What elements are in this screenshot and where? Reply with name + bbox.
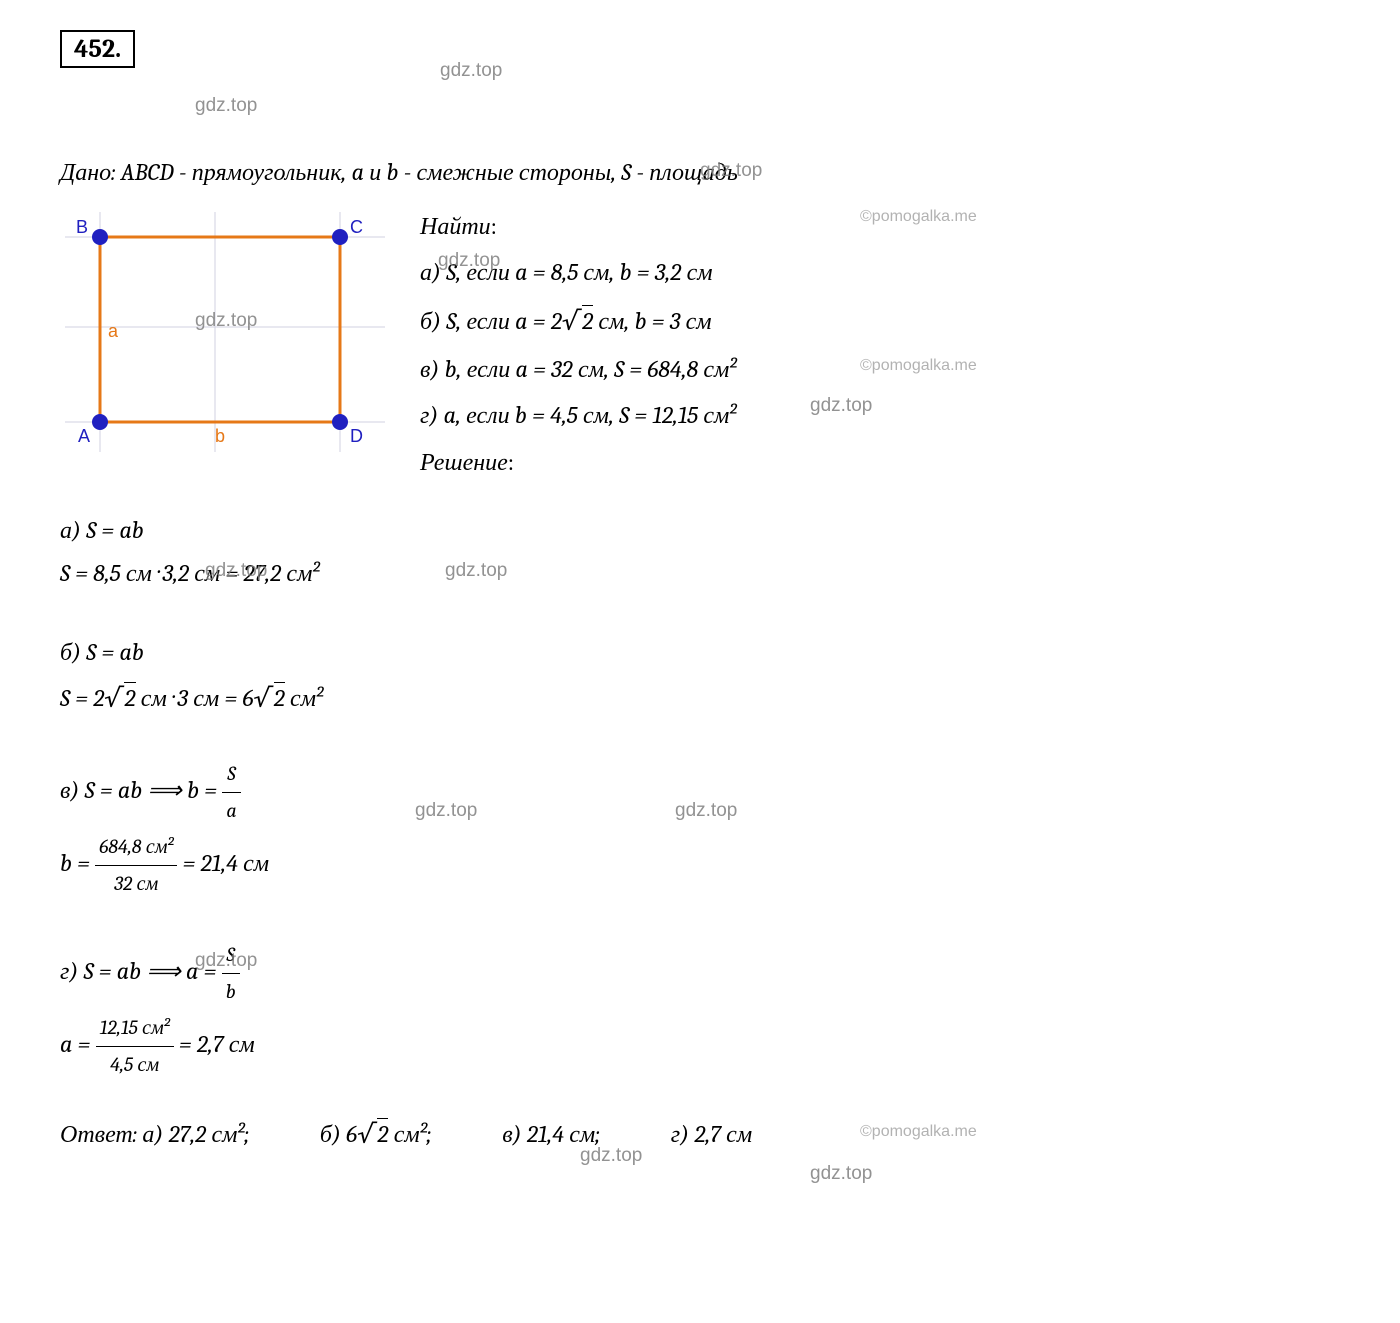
label-b: B (76, 217, 88, 237)
find-a: а) S, если a = 8,5 см, b = 3,2 см (420, 253, 1340, 291)
watermark-text: gdz.top (195, 310, 257, 332)
watermark-text: gdz.top (445, 560, 507, 582)
part-b-mid: см · 3 см = 6 (136, 684, 254, 712)
part-c-l2-post: = 21,4 см (177, 849, 269, 877)
solution-label: Решение (420, 448, 508, 476)
rectangle-diagram: B C A D a b (60, 207, 390, 489)
watermark-text: gdz.top (440, 60, 502, 82)
given-label: Дано (60, 158, 111, 186)
part-b-pre: S = 2 (60, 684, 104, 712)
answer-d: г) 2,7 см (671, 1120, 752, 1148)
part-d-line1: г) S = ab ⟹ a = Sb (60, 937, 1340, 1010)
part-d-line2: a = 12,15 см²4,5 см = 2,7 см (60, 1010, 1340, 1083)
label-side-a: a (108, 321, 119, 341)
watermark-text: gdz.top (810, 1163, 872, 1185)
find-label: Найти (420, 212, 491, 240)
part-c-line2: b = 684,8 см²32 см = 21,4 см (60, 829, 1340, 902)
watermark-text: gdz.top (675, 800, 737, 822)
answer-label: Ответ (60, 1120, 133, 1148)
part-a-line1: а) S = ab (60, 509, 1340, 552)
answer-a: а) 27,2 см²; (142, 1120, 249, 1148)
watermark-text: gdz.top (580, 1145, 642, 1167)
answer-section: Ответ: а) 27,2 см²; б) 62 см²; в) 21,4 с… (60, 1118, 1340, 1149)
watermark-text: gdz.top (810, 395, 872, 417)
label-a: A (78, 426, 90, 446)
find-b: б) S, если a = 2 2 см, b = 3 см (420, 300, 1340, 342)
copyright-text: ©pomogalka.me (860, 208, 977, 226)
radicand: 2 (582, 305, 593, 335)
ans-b-post: см²; (388, 1120, 431, 1148)
vertex-c (332, 229, 348, 245)
part-c-l1-pre: в) S = ab ⟹ b = (60, 776, 222, 804)
radicand-b1: 2 (124, 682, 135, 712)
watermark-text: gdz.top (195, 95, 257, 117)
vertex-b (92, 229, 108, 245)
part-c-l2-pre: b = (60, 849, 95, 877)
part-b-post: см² (285, 684, 323, 712)
frac-c1-num: S (222, 756, 240, 793)
part-b-line1: б) S = ab (60, 631, 1340, 674)
copyright-text: ©pomogalka.me (860, 357, 977, 375)
copyright-text: ©pomogalka.me (860, 1123, 977, 1141)
watermark-text: gdz.top (205, 560, 267, 582)
watermark-text: gdz.top (438, 250, 500, 272)
frac-c1-den: a (222, 793, 240, 829)
part-d-l2-pre: a = (60, 1030, 96, 1058)
watermark-text: gdz.top (415, 800, 477, 822)
radicand-ans: 2 (377, 1118, 388, 1148)
answer-b: б) 6 2 см²; (320, 1120, 437, 1148)
watermark-text: gdz.top (700, 160, 762, 182)
find-b-pre: б) S, если a = 2 (420, 307, 562, 335)
watermark-text: gdz.top (195, 950, 257, 972)
solution-section: а) S = ab S = 8,5 см · 3,2 см = 27,2 см²… (60, 509, 1340, 1083)
label-d: D (350, 426, 363, 446)
part-d-l2-post: = 2,7 см (174, 1030, 255, 1058)
diagram-svg: B C A D a b (60, 207, 390, 457)
part-b-line2: S = 22 см · 3 см = 62 см² (60, 674, 1340, 722)
frac-c2-den: 32 см (95, 866, 177, 902)
radicand-b2: 2 (274, 682, 285, 712)
frac-c2-num: 684,8 см² (95, 829, 177, 866)
part-c: в) S = ab ⟹ b = Sa b = 684,8 см²32 см = … (60, 756, 1340, 902)
find-section: Найти: а) S, если a = 8,5 см, b = 3,2 см… (420, 207, 1340, 489)
frac-d2-den: 4,5 см (96, 1047, 174, 1083)
given-text: : ABCD - прямоугольник, a и b - смежные … (111, 158, 738, 186)
label-c: C (350, 217, 363, 237)
label-side-b: b (215, 426, 225, 446)
ans-b-pre: б) 6 (320, 1120, 357, 1148)
part-a: а) S = ab S = 8,5 см · 3,2 см = 27,2 см² (60, 509, 1340, 595)
top-section: B C A D a b Найти: а) S, если a = 8,5 см… (60, 207, 1340, 489)
vertex-a (92, 414, 108, 430)
part-b: б) S = ab S = 22 см · 3 см = 62 см² (60, 631, 1340, 722)
frac-d1-den: b (222, 974, 240, 1010)
find-d: г) a, если b = 4,5 см, S = 12,15 см² (420, 396, 1340, 434)
frac-d2-num: 12,15 см² (96, 1010, 174, 1047)
find-b-suf: см, b = 3 см (593, 307, 711, 335)
vertex-d (332, 414, 348, 430)
problem-number: 452. (60, 30, 135, 68)
